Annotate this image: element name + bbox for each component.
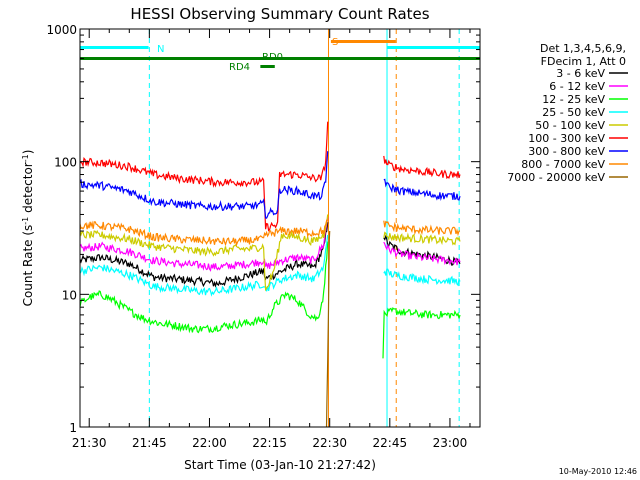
legend-label-100-300-kev: 100 - 300 keV	[528, 132, 605, 145]
series-25-50-kev-line-1	[383, 268, 461, 287]
state-bars: N S RD0 RD4	[80, 37, 480, 73]
series-12-25-kev-line	[80, 241, 329, 334]
state-label-rd0: RD0	[262, 52, 283, 63]
x-tick-label-2: 22:00	[192, 436, 227, 450]
y-tick-label-2: 100	[54, 156, 77, 170]
series-300-800-kev-line-1	[383, 178, 461, 201]
series-50-100-kev-line-1	[383, 231, 461, 246]
legend: Det 1,3,4,5,6,9, FDecim 1, Att 0 3 - 6 k…	[507, 42, 628, 184]
state-bar-rd0-0	[80, 57, 480, 60]
x-tick-label-6: 23:00	[433, 436, 468, 450]
state-bar-s-0	[330, 40, 396, 43]
series-100-300-kev-line	[80, 121, 329, 232]
legend-label-3-6-kev: 3 - 6 keV	[556, 67, 605, 80]
series-6-12-kev-line	[80, 217, 329, 272]
series-50-100-kev-line	[80, 214, 329, 292]
state-bar-rd4-0	[260, 65, 275, 68]
series-800-7000-kev-line-1	[383, 220, 461, 237]
legend-label-300-800-kev: 300 - 800 keV	[528, 145, 605, 158]
x-tick-label-4: 22:30	[312, 436, 347, 450]
legend-header-line-1: Det 1,3,4,5,6,9,	[540, 42, 626, 55]
series-6-12-kev-line-1	[383, 241, 461, 266]
x-axis-label: Start Time (03-Jan-10 21:27:42)	[184, 458, 376, 472]
legend-label-6-12-kev: 6 - 12 keV	[549, 80, 605, 93]
y-tick-label-0: 1	[69, 421, 77, 435]
chart-title: HESSI Observing Summary Count Rates	[130, 5, 429, 23]
x-tick-label-0: 21:30	[72, 436, 107, 450]
state-bar-n-0	[80, 46, 149, 49]
legend-label-7000-20000-kev: 7000 - 20000 keV	[507, 171, 605, 184]
series-800-7000-kev-line	[80, 219, 328, 247]
state-label-s: S	[332, 37, 338, 48]
y-axis-label: Count Rate (s-1 detector-1)	[21, 150, 36, 307]
series-3-6-kev-line	[80, 222, 329, 288]
x-tick-label-5: 22:45	[373, 436, 408, 450]
y-tick-label-1: 10	[62, 288, 77, 302]
series-100-300-kev-line-1	[383, 155, 461, 180]
y-axis-ticks: 1 10 100 1000	[46, 23, 480, 435]
legend-header-line-2: FDecim 1, Att 0	[541, 55, 626, 68]
legend-label-50-100-kev: 50 - 100 keV	[535, 119, 605, 132]
state-label-n: N	[157, 44, 164, 55]
plot-frame	[79, 28, 481, 428]
series-12-25-kev-line-1	[382, 306, 461, 359]
series-300-800-kev-line	[80, 151, 329, 219]
state-bar-n-1	[387, 46, 480, 49]
x-tick-label-1: 21:45	[132, 436, 167, 450]
legend-label-25-50-kev: 25 - 50 keV	[542, 106, 605, 119]
date-stamp: 10-May-2010 12:46	[559, 467, 637, 476]
series-group	[80, 121, 461, 427]
legend-label-800-7000-kev: 800 - 7000 keV	[521, 158, 605, 171]
x-axis-ticks: 21:30 21:45 22:00 22:15 22:30 22:45 23:00	[72, 29, 471, 450]
series-7000-20000-kev-line	[325, 230, 331, 427]
series-25-50-kev-line	[80, 234, 329, 297]
x-tick-label-3: 22:15	[252, 436, 287, 450]
y-tick-label-3: 1000	[46, 23, 77, 37]
legend-label-12-25-kev: 12 - 25 keV	[542, 93, 605, 106]
state-label-rd4: RD4	[229, 62, 250, 73]
